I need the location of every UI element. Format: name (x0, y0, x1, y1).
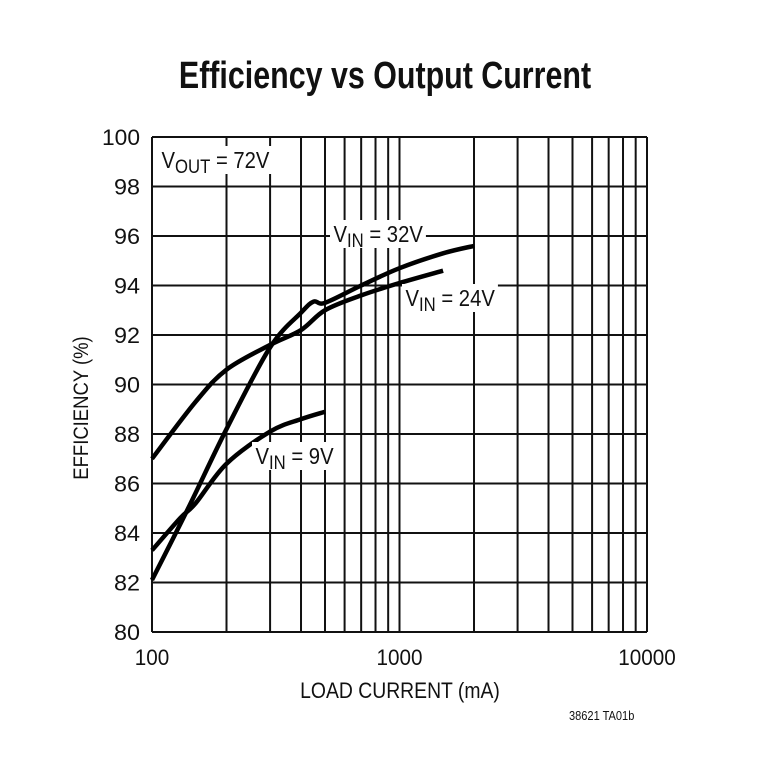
series-line-vin-32v (149, 243, 475, 582)
y-tick-label: 88 (114, 422, 140, 447)
annotation-vin24: VIN = 24V (402, 284, 499, 315)
y-tick-label: 80 (114, 620, 140, 645)
annotation-vin9: VIN = 9V (252, 442, 338, 473)
y-tick-label: 92 (114, 323, 140, 348)
ann-rest: = 24V (435, 285, 495, 311)
y-tick-label: 90 (114, 373, 140, 398)
y-tick-label: 84 (114, 521, 140, 546)
ann-sub: IN (347, 231, 364, 252)
ann-rest: = 72V (210, 147, 270, 173)
ann-main: V (405, 285, 420, 311)
chart-title: Efficiency vs Output Current (178, 55, 592, 97)
y-tick-label: 94 (114, 274, 140, 299)
ann-sub: OUT (175, 157, 211, 178)
ann-sub: IN (419, 295, 436, 316)
y-tick-label: 100 (102, 125, 140, 150)
ann-sub: IN (269, 453, 286, 474)
annotation-vout: VOUT = 72V (158, 146, 273, 177)
y-axis-label: EFFICIENCY (%) (70, 336, 93, 480)
series-line-vin-24v (150, 268, 444, 461)
footnote: 38621 TA01b (569, 708, 635, 723)
ann-rest: = 9V (285, 443, 334, 469)
ann-rest: = 32V (363, 221, 423, 247)
ann-main: V (255, 443, 270, 469)
y-tick-label: 98 (114, 175, 140, 200)
ann-main: V (333, 221, 348, 247)
x-axis-label: LOAD CURRENT (mA) (300, 678, 500, 703)
annotation-vin32: VIN = 32V (330, 220, 427, 251)
y-tick-label: 96 (114, 224, 140, 249)
y-tick-label: 86 (114, 472, 140, 497)
x-tick-label: 100 (135, 645, 170, 670)
x-tick-label: 10000 (618, 645, 676, 670)
series-line-vin-9v (150, 409, 326, 552)
ann-main: V (161, 147, 176, 173)
y-tick-label: 82 (114, 571, 140, 596)
x-tick-label: 1000 (377, 645, 423, 670)
